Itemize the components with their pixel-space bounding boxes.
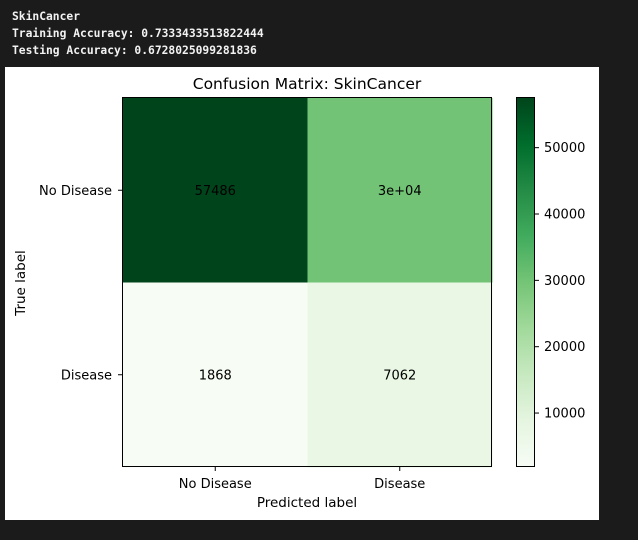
matrix-cell (123, 282, 308, 468)
colorbar-tick-label: 50000 (544, 141, 585, 156)
colorbar-tick-label: 30000 (544, 274, 585, 289)
colorbar-tick-label: 40000 (544, 208, 585, 223)
cell-value-label: 7062 (383, 368, 416, 383)
matrix-cells: 57486 3e+04 1868 7062 (123, 98, 493, 468)
cell-value-label: 1868 (199, 368, 232, 383)
console-separator: ------------ (12, 0, 94, 4)
plot-output-panel: Confusion Matrix: SkinCancer 57486 3e+04 1… (5, 67, 599, 520)
y-tick-label: Disease (61, 368, 112, 383)
colorbar (516, 97, 535, 467)
console-dataset-name: SkinCancer (12, 10, 81, 23)
console-testing-accuracy: Testing Accuracy: 0.6728025099281836 (12, 44, 257, 57)
y-tick-label: No Disease (39, 184, 112, 199)
x-axis-label: Predicted label (257, 495, 357, 511)
matrix-cell (307, 98, 493, 283)
cell-value-label: 3e+04 (378, 184, 422, 199)
console-output: ------------ SkinCancer Training Accurac… (0, 0, 638, 66)
y-axis-ticks: No Disease Disease (39, 184, 122, 383)
colorbar-tick-label: 20000 (544, 340, 585, 355)
colorbar-tick-label: 10000 (544, 407, 585, 422)
x-tick-label: No Disease (179, 477, 252, 492)
x-tick-label: Disease (374, 477, 425, 492)
console-training-accuracy: Training Accuracy: 0.7333433513822444 (12, 27, 264, 40)
matrix-cell (307, 282, 493, 468)
chart-title: Confusion Matrix: SkinCancer (193, 75, 422, 93)
colorbar-ticks: 10000 20000 30000 40000 50000 (535, 141, 585, 422)
matrix-frame (122, 97, 492, 467)
x-axis-ticks: No Disease Disease (179, 467, 425, 492)
matrix-cell (123, 98, 308, 283)
confusion-matrix-chart: Confusion Matrix: SkinCancer 57486 3e+04 1… (13, 75, 585, 511)
y-axis-label: True label (13, 250, 29, 317)
cell-value-label: 57486 (195, 184, 236, 199)
